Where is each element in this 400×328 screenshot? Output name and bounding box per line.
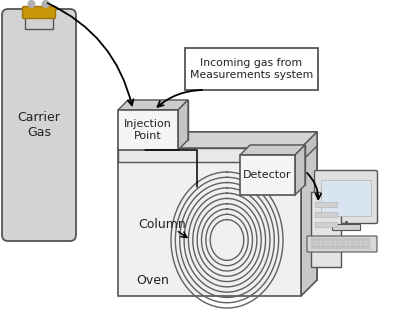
Bar <box>341 238 345 240</box>
Bar <box>366 247 370 249</box>
Bar <box>361 240 365 242</box>
Bar <box>326 247 330 249</box>
Bar <box>311 192 341 267</box>
Bar <box>346 243 350 244</box>
Bar <box>366 245 370 247</box>
Bar <box>336 238 340 240</box>
Bar <box>25 16 53 29</box>
Bar <box>326 243 330 244</box>
Bar <box>356 238 360 240</box>
Bar <box>321 238 325 240</box>
Bar <box>351 245 355 247</box>
Bar <box>315 222 337 227</box>
Bar <box>351 240 355 242</box>
Bar <box>356 247 360 249</box>
Polygon shape <box>118 132 317 148</box>
Circle shape <box>42 1 49 8</box>
Bar <box>128 100 188 140</box>
Bar <box>185 48 318 90</box>
Bar <box>134 132 317 280</box>
Bar <box>336 243 340 244</box>
Bar <box>321 240 325 242</box>
Bar <box>336 245 340 247</box>
Polygon shape <box>301 132 317 162</box>
FancyBboxPatch shape <box>2 9 76 241</box>
Bar <box>361 238 365 240</box>
Bar <box>366 243 370 244</box>
Bar <box>321 245 325 247</box>
Bar <box>331 247 335 249</box>
Bar <box>331 245 335 247</box>
FancyBboxPatch shape <box>314 171 378 223</box>
Polygon shape <box>240 145 305 155</box>
Bar <box>326 238 330 240</box>
Bar <box>326 245 330 247</box>
Bar <box>356 240 360 242</box>
Bar <box>316 238 320 240</box>
Bar <box>316 245 320 247</box>
Bar <box>315 212 337 217</box>
Bar <box>316 240 320 242</box>
Bar <box>346 238 350 240</box>
Bar <box>366 238 370 240</box>
Text: Detector: Detector <box>243 170 292 180</box>
Bar <box>346 240 350 242</box>
Bar <box>311 240 315 242</box>
Polygon shape <box>295 145 305 195</box>
Bar <box>118 148 301 296</box>
Bar <box>321 243 325 244</box>
Bar <box>321 247 325 249</box>
FancyBboxPatch shape <box>307 236 377 252</box>
Bar <box>250 145 305 185</box>
Bar <box>336 240 340 242</box>
Bar <box>118 110 178 150</box>
Text: Oven: Oven <box>136 275 169 288</box>
Bar <box>351 238 355 240</box>
Polygon shape <box>118 132 317 148</box>
Bar <box>331 238 335 240</box>
Circle shape <box>28 1 35 8</box>
Bar <box>346 247 350 249</box>
Bar <box>240 155 295 195</box>
Polygon shape <box>118 100 188 110</box>
Polygon shape <box>178 100 188 150</box>
Text: Incoming gas from
Measurements system: Incoming gas from Measurements system <box>190 58 313 80</box>
Bar <box>336 247 340 249</box>
Bar <box>341 240 345 242</box>
Bar <box>351 247 355 249</box>
Polygon shape <box>301 132 317 296</box>
Bar <box>341 243 345 244</box>
Text: Carrier
Gas: Carrier Gas <box>18 111 60 139</box>
Bar <box>341 247 345 249</box>
Bar <box>311 245 315 247</box>
Bar <box>361 245 365 247</box>
Bar <box>351 243 355 244</box>
Bar <box>311 247 315 249</box>
Bar <box>332 224 360 230</box>
Bar <box>321 180 371 216</box>
Bar <box>366 240 370 242</box>
Bar <box>311 238 315 240</box>
Text: Column: Column <box>138 218 186 232</box>
Bar <box>341 245 345 247</box>
Bar <box>316 247 320 249</box>
Bar <box>315 202 337 207</box>
Bar <box>326 240 330 242</box>
Bar <box>356 245 360 247</box>
Bar <box>361 247 365 249</box>
Bar <box>346 245 350 247</box>
FancyBboxPatch shape <box>22 7 56 18</box>
Bar <box>331 240 335 242</box>
Bar <box>118 148 301 162</box>
Bar <box>361 243 365 244</box>
Bar <box>356 243 360 244</box>
Bar <box>316 243 320 244</box>
Bar <box>311 243 315 244</box>
Text: Injection
Point: Injection Point <box>124 119 172 141</box>
Bar <box>331 243 335 244</box>
